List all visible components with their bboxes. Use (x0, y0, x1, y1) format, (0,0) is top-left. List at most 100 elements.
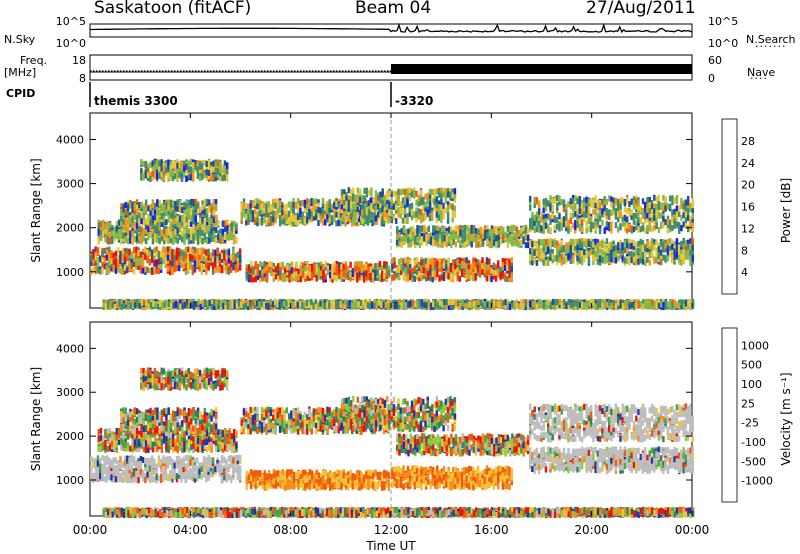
power-echo-cell (414, 229, 417, 235)
power-echo-cell (501, 271, 504, 278)
power-echo-cell (294, 215, 298, 222)
power-echo-cell (281, 209, 284, 216)
power-echo-cell (208, 225, 211, 232)
power-echo-cell (558, 244, 561, 251)
power-echo-cell (335, 275, 339, 282)
power-echo-cell (126, 248, 129, 255)
power-echo-cell (196, 223, 200, 230)
power-echo-cell (432, 235, 435, 242)
power-echo-cell (198, 254, 201, 261)
power-echo-cell (313, 262, 316, 269)
power-echo-cell (184, 269, 188, 276)
power-echo-cell (472, 262, 475, 269)
power-echo-cell (474, 274, 477, 281)
power-echo-cell (212, 226, 216, 233)
power-echo-cell (132, 261, 136, 267)
power-echo-cell (321, 197, 325, 204)
power-echo-cell (147, 231, 150, 238)
power-echo-cell (115, 229, 118, 235)
power-echo-cell (470, 224, 473, 231)
power-echo-cell (646, 207, 649, 213)
power-echo-cell (441, 242, 444, 249)
power-echo-cell (637, 210, 640, 217)
power-echo-cell (263, 217, 266, 224)
power-echo-cell (520, 240, 523, 247)
power-echo-cell (272, 216, 275, 223)
power-echo-cell (154, 234, 157, 241)
power-echo-cell (475, 228, 478, 234)
power-echo-cell (114, 267, 118, 274)
power-echo-cell (185, 229, 188, 236)
power-echo-cell (315, 205, 318, 212)
power-echo-cell (547, 224, 550, 231)
power-echo-cell (331, 272, 334, 278)
power-echo-cell (274, 210, 277, 217)
power-echo-cell (227, 257, 231, 264)
power-echo-cell (254, 198, 257, 205)
power-echo-cell (605, 198, 609, 205)
power-echo-cell (133, 236, 136, 242)
power-echo-cell (200, 262, 203, 269)
power-echo-cell (140, 299, 144, 306)
power-echo-cell (301, 218, 304, 225)
power-echo-cell (646, 196, 649, 203)
power-echo-cell (427, 270, 430, 277)
power-echo-cell (458, 264, 462, 271)
power-echo-cell (596, 258, 600, 265)
power-echo-cell (608, 255, 611, 262)
power-echo-cell (149, 232, 152, 239)
power-echo-cell (472, 275, 475, 282)
power-echo-cell (374, 266, 377, 273)
power-echo-cell (501, 262, 504, 269)
power-echo-cell (302, 270, 305, 277)
power-echo-cell (108, 238, 112, 245)
power-echo-cell (381, 276, 384, 283)
power-echo-cell (635, 213, 638, 220)
power-echo-cell (347, 271, 350, 278)
power-echo-cell (137, 253, 140, 260)
power-echo-cell (529, 254, 532, 261)
power-echo-cell (402, 227, 406, 233)
power-echo-cell (587, 241, 591, 248)
power-echo-cell (356, 276, 359, 283)
power-echo-cell (203, 208, 206, 215)
power-echo-cell (396, 227, 399, 234)
power-echo-cell (274, 202, 277, 209)
power-echo-cell (666, 219, 670, 225)
power-echo-cell (494, 271, 498, 278)
power-echo-cell (194, 215, 197, 222)
power-echo-cell (524, 232, 528, 239)
power-echo-cell (510, 270, 513, 276)
power-echo-cell (158, 226, 161, 233)
power-echo-cell (189, 261, 192, 268)
power-echo-cell (106, 221, 109, 228)
power-echo-cell (160, 251, 163, 258)
power-echo-cell (321, 212, 325, 219)
power-echo-cell (124, 235, 127, 242)
power-echo-cell (297, 269, 300, 276)
power-echo-cell (639, 244, 642, 251)
power-echo-cell (205, 249, 208, 256)
power-echo-cell (650, 209, 654, 216)
power-echo-cell (283, 269, 287, 276)
power-echo-cell (465, 263, 468, 269)
power-echo-cell (274, 273, 278, 280)
power-echo-cell (290, 275, 294, 282)
power-echo-cell (200, 254, 203, 261)
power-echo-cell (662, 215, 665, 222)
power-echo-cell (381, 270, 384, 277)
power-echo-cell (169, 199, 173, 206)
power-echo-cell (562, 216, 566, 223)
power-echo-cell (131, 229, 134, 236)
power-echo-cell (592, 241, 595, 248)
power-echo-cell (668, 219, 672, 226)
power-echo-cell (131, 303, 135, 309)
power-echo-cell (236, 265, 240, 272)
power-echo-cell (208, 218, 211, 225)
power-echo-cell (290, 215, 293, 222)
power-echo-cell (522, 238, 525, 245)
power-echo-cell (126, 267, 129, 274)
power-echo-cell (202, 263, 206, 270)
power-echo-cell (256, 220, 259, 227)
power-echo-cell (411, 233, 415, 240)
